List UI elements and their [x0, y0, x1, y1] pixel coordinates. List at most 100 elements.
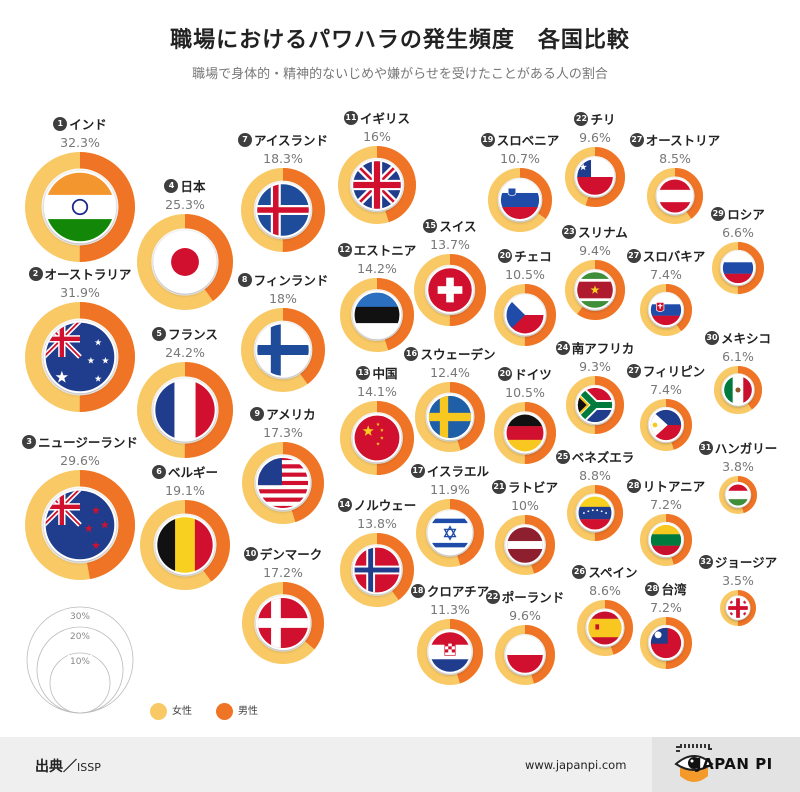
legend-male: 男性 — [216, 702, 258, 720]
male-arc — [416, 499, 484, 567]
flag-newzealand-icon — [45, 490, 115, 560]
country-percent: 14.1% — [357, 384, 397, 399]
country-label: 9 アメリカ 17.3% — [183, 404, 383, 440]
flag-iceland-icon — [257, 184, 309, 236]
country-label: 17 イスラエル 11.9% — [350, 461, 550, 497]
donut-georgia — [719, 589, 757, 627]
country-label: 16 スウェーデン 12.4% — [350, 344, 550, 380]
country-name: アメリカ — [266, 407, 316, 422]
country-name-row: 31 ハンガリー — [638, 438, 800, 457]
country-label: 19 スロベニア 10.7% — [420, 130, 620, 166]
flag-russia-icon — [722, 252, 754, 284]
donut-israel — [416, 499, 484, 567]
country-name-row: 28 台湾 — [566, 579, 766, 598]
donut-slovenia — [487, 167, 553, 233]
country-label: 13 中国 14.1% — [277, 363, 477, 399]
country-name-row: 16 スウェーデン — [350, 344, 550, 363]
country-name: ニュージーランド — [38, 435, 138, 450]
source: 出典／ISSP — [35, 756, 101, 776]
male-arc — [495, 515, 555, 575]
country-name: チェコ — [514, 249, 552, 264]
male-arc — [242, 582, 324, 664]
country-percent: 10% — [511, 498, 539, 513]
country-label: 26 スペイン 8.6% — [505, 562, 705, 598]
country-name: リトアニア — [642, 479, 706, 494]
flag-japan-icon — [155, 232, 215, 292]
country-label: 22 チリ 9.6% — [495, 109, 695, 145]
flag-czech-icon — [506, 296, 544, 334]
male-arc — [493, 283, 557, 347]
country-name: 南アフリカ — [571, 341, 635, 356]
rank-badge: 1 — [53, 116, 68, 131]
country-name-row: 27 オーストリア — [575, 130, 775, 149]
country-percent: 12.4% — [430, 365, 470, 380]
country-name-row: 4 日本 — [85, 176, 285, 195]
country-name-row: 22 ポーランド — [425, 587, 625, 606]
country-percent: 7.4% — [650, 382, 682, 397]
male-arc — [639, 283, 693, 337]
country-name-row: 19 スロベニア — [420, 130, 620, 149]
country-label: 28 リトアニア 7.2% — [566, 476, 766, 512]
flag-lithuania-icon — [650, 524, 682, 556]
site-url[interactable]: www.japanpi.com — [525, 758, 627, 772]
scale-label-30: 30% — [70, 612, 90, 622]
country-label: 3 ニュージーランド 29.6% — [0, 432, 180, 468]
country-percent: 19.1% — [165, 483, 205, 498]
country-label: 27 フィリピン 7.4% — [566, 361, 766, 397]
source-value: ISSP — [77, 761, 101, 774]
country-percent: 13.8% — [357, 516, 397, 531]
country-percent: 24.2% — [165, 345, 205, 360]
rank-badge: 27 — [629, 132, 644, 147]
country-name: ジョージア — [714, 555, 778, 570]
country-label: 8 フィンランド 18% — [183, 270, 383, 306]
rank-badge: 8 — [237, 272, 252, 287]
donut-lithuania — [639, 513, 693, 567]
male-arc — [493, 401, 557, 465]
flag-france-icon — [155, 380, 215, 440]
country-name-row: 3 ニュージーランド — [0, 432, 180, 451]
male-arc — [339, 277, 415, 353]
page-subtitle: 職場で身体的・精神的ないじめや嫌がらせを受けたことがある人の割合 — [192, 67, 608, 82]
rank-badge: 28 — [626, 478, 641, 493]
country-name: フランス — [168, 327, 218, 342]
donut-slovakia — [639, 283, 693, 337]
rank-badge: 31 — [698, 440, 713, 455]
flag-georgia-icon — [728, 598, 748, 618]
male-arc — [639, 616, 693, 670]
donut-germany — [493, 401, 557, 465]
country-label: 2 オーストラリア 31.9% — [0, 264, 180, 300]
country-name-row: 14 ノルウェー — [277, 495, 477, 514]
rank-badge: 32 — [698, 554, 713, 569]
country-name: イスラエル — [426, 464, 490, 479]
male-arc — [487, 167, 553, 233]
donut-norway — [339, 532, 415, 608]
male-arc — [140, 500, 230, 590]
country-percent: 8.6% — [589, 583, 621, 598]
country-label: 4 日本 25.3% — [85, 176, 285, 212]
flag-australia-icon — [45, 322, 115, 392]
donut-usa — [242, 442, 324, 524]
rank-badge: 13 — [356, 365, 371, 380]
donut-belgium — [140, 500, 230, 590]
flag-belgium-icon — [157, 517, 213, 573]
country-label: 5 フランス 24.2% — [85, 324, 285, 360]
country-name: スペイン — [588, 565, 638, 580]
rank-badge: 25 — [555, 449, 570, 464]
rank-badge: 22 — [574, 111, 589, 126]
donut-russia — [711, 241, 765, 295]
country-name: チリ — [590, 112, 616, 127]
male-arc — [415, 382, 485, 452]
donut-taiwan — [639, 616, 693, 670]
male-arc — [495, 625, 555, 685]
country-name-row: 21 ラトビア — [425, 477, 625, 496]
country-name: スリナム — [578, 225, 628, 240]
country-label: 29 ロシア 6.6% — [638, 204, 800, 240]
country-label: 24 南アフリカ 9.3% — [495, 338, 695, 374]
country-name-row: 13 中国 — [277, 363, 477, 382]
rank-badge: 27 — [626, 248, 641, 263]
page-title: 職場におけるパワハラの発生頻度 各国比較 — [170, 28, 630, 53]
country-name-row: 12 エストニア — [277, 240, 477, 259]
donut-sweden — [415, 382, 485, 452]
country-name: ドイツ — [514, 367, 552, 382]
rank-badge: 4 — [164, 178, 179, 193]
